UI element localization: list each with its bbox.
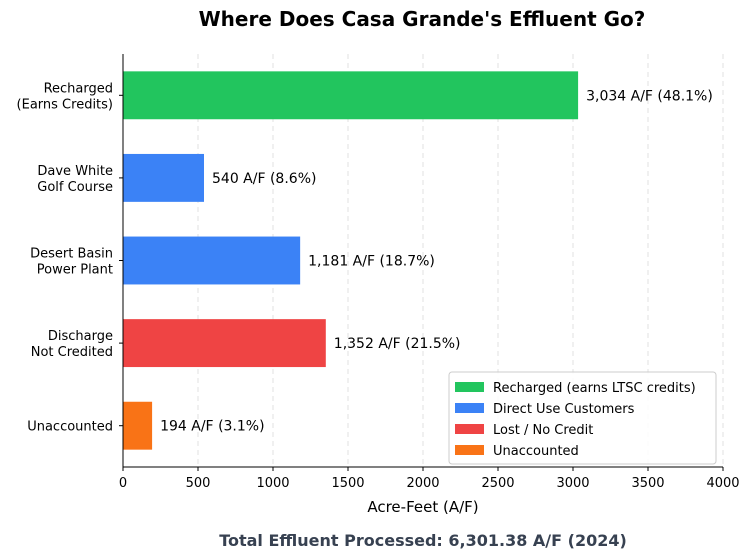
total-effluent-footer: Total Effluent Processed: 6,301.38 A/F (… xyxy=(219,531,627,550)
legend-swatch xyxy=(455,403,484,413)
legend-entry: Lost / No Credit xyxy=(493,423,593,438)
bar xyxy=(123,153,204,202)
x-ticks: 0 500 1000 1500 2000 2500 3000 3500 4000 xyxy=(119,467,740,491)
x-tick-label: 2000 xyxy=(406,476,439,491)
category-label: Recharged xyxy=(44,81,113,96)
category-label: Not Credited xyxy=(31,345,113,360)
x-tick-label: 1000 xyxy=(256,476,289,491)
data-labels: 3,034 A/F (48.1%) 540 A/F (8.6%) 1,181 A/F… xyxy=(160,88,713,434)
x-tick-label: 3000 xyxy=(556,476,589,491)
category-label: Desert Basin xyxy=(30,247,113,262)
category-label: Golf Course xyxy=(37,180,113,195)
bar xyxy=(123,319,326,368)
bar xyxy=(123,71,579,120)
bar xyxy=(123,236,301,285)
category-label: Dave White xyxy=(37,164,113,179)
x-tick-label: 500 xyxy=(186,476,211,491)
x-tick-label: 4000 xyxy=(706,476,739,491)
legend-entry: Direct Use Customers xyxy=(493,402,635,417)
data-label: 3,034 A/F (48.1%) xyxy=(586,88,713,104)
legend-box xyxy=(448,371,717,465)
bar xyxy=(123,401,153,450)
data-label: 194 A/F (3.1%) xyxy=(160,419,264,435)
x-tick-label: 3500 xyxy=(631,476,664,491)
legend-swatch xyxy=(455,424,484,434)
x-tick-label: 1500 xyxy=(331,476,364,491)
category-label: (Earns Credits) xyxy=(17,97,113,112)
category-label: Discharge xyxy=(48,329,113,344)
category-label: Unaccounted xyxy=(27,420,113,435)
legend-entry: Unaccounted xyxy=(493,444,579,459)
category-label: Power Plant xyxy=(37,263,113,278)
chart-title: Where Does Casa Grande's Effluent Go? xyxy=(199,7,646,31)
legend-swatch xyxy=(455,445,484,455)
legend: Recharged (earns LTSC credits) Direct Use… xyxy=(448,371,717,465)
x-axis-title: Acre-Feet (A/F) xyxy=(367,498,478,516)
legend-swatch xyxy=(455,382,484,392)
data-label: 1,181 A/F (18.7%) xyxy=(308,254,435,270)
legend-entry: Recharged (earns LTSC credits) xyxy=(493,381,696,396)
x-tick-label: 2500 xyxy=(481,476,514,491)
x-tick-label: 0 xyxy=(119,476,127,491)
bars xyxy=(123,71,579,450)
data-label: 1,352 A/F (21.5%) xyxy=(334,336,461,352)
data-label: 540 A/F (8.6%) xyxy=(212,171,316,187)
